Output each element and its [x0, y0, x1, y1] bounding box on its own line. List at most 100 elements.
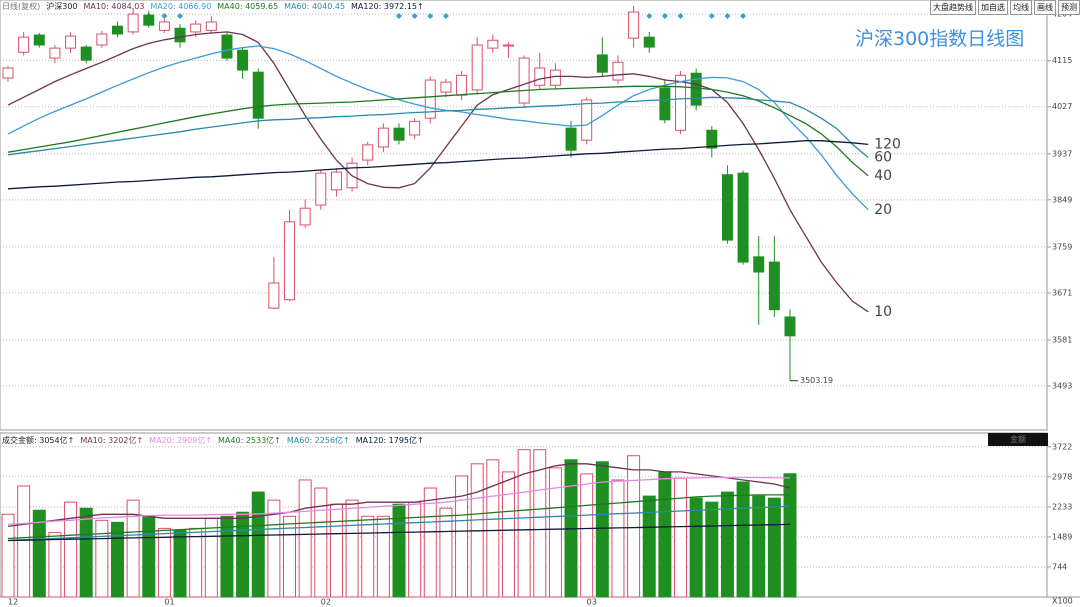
- signal-marker: [646, 13, 653, 19]
- chart-title: 沪深300指数日线图: [855, 28, 1025, 50]
- ma-line: [7, 463, 791, 528]
- ma-end-label: 120: [874, 136, 901, 152]
- candle-body: [471, 44, 483, 91]
- candle-body: [330, 171, 342, 191]
- volume-bar: [392, 503, 406, 598]
- signal-marker: [740, 13, 747, 19]
- price-legend: 日线(复权) 沪深300 MA10: 4084.03 MA20: 4066.90 M…: [2, 2, 424, 12]
- signal-marker: [396, 13, 402, 19]
- toolbar-button[interactable]: 加自选: [978, 0, 1008, 15]
- candle-body: [440, 81, 452, 93]
- legend-entry: MA10: 4084.03: [83, 2, 145, 11]
- toolbar-button[interactable]: 预测: [1058, 0, 1080, 15]
- volume-bar: [95, 519, 109, 598]
- scale-label: X100: [1052, 597, 1073, 606]
- volume-bar: [142, 515, 156, 598]
- ma-line: [7, 140, 869, 190]
- volume-bar: [345, 499, 359, 598]
- legend-entry: MA20: 4066.90: [150, 2, 212, 11]
- volume-bar: [17, 485, 31, 598]
- candle-body: [205, 21, 217, 31]
- candle-body: [721, 174, 733, 241]
- volume-bar: [455, 475, 469, 598]
- signal-marker: [427, 13, 434, 19]
- y-tick-label: 3759: [1052, 242, 1072, 251]
- signal-marker: [161, 13, 168, 19]
- volume-bar: [126, 499, 140, 598]
- volume-bar: [548, 467, 562, 598]
- volume-bar: [752, 495, 766, 598]
- ma-line: [7, 494, 791, 540]
- x-tick-label: 02: [321, 598, 331, 607]
- volume-mode-box[interactable]: 金额: [988, 433, 1048, 446]
- candle-body: [706, 129, 718, 149]
- y-tick-label: 4115: [1052, 56, 1072, 65]
- candle-body: [315, 172, 327, 206]
- ma-end-label: 10: [874, 304, 892, 320]
- legend-intro: 日线(复权): [2, 2, 41, 11]
- candle-body: [659, 87, 671, 121]
- ma-line: [7, 31, 869, 313]
- candle-body: [737, 172, 749, 263]
- candle-body: [549, 69, 561, 86]
- volume-bar: [236, 511, 250, 598]
- volume-bar: [220, 515, 234, 598]
- toolbar-button[interactable]: 均线: [1010, 0, 1032, 15]
- candle-body: [596, 54, 608, 73]
- candle-body: [174, 27, 186, 43]
- candle-body: [362, 144, 374, 161]
- candle-body: [581, 99, 593, 141]
- x-tick-label: 03: [587, 598, 597, 607]
- candle-body: [111, 25, 123, 35]
- volume-bar: [705, 501, 719, 598]
- volume-legend-title: 成交金额: 3054亿↑: [2, 436, 75, 445]
- toolbar-button[interactable]: 大盘趋势线: [930, 0, 976, 15]
- ma-line: [7, 85, 869, 177]
- y-tick-label: 2978: [1052, 472, 1072, 481]
- candle-body: [628, 11, 640, 39]
- volume-bar: [595, 461, 609, 598]
- candle-body: [268, 282, 280, 309]
- candle-body: [409, 120, 421, 136]
- volume-bar: [627, 455, 641, 598]
- candle-body: [221, 34, 233, 59]
- candle-body: [424, 79, 436, 119]
- legend-entry: MA60: 2256亿↑: [286, 436, 350, 445]
- candle-body: [80, 46, 92, 61]
- candle-body: [565, 127, 577, 151]
- candle-body: [377, 127, 389, 148]
- volume-bar: [173, 529, 187, 598]
- volume-bar: [361, 515, 375, 598]
- volume-bar: [110, 521, 124, 598]
- volume-bar: [486, 459, 500, 598]
- volume-bar: [658, 471, 672, 598]
- volume-bar: [517, 449, 531, 598]
- ma-end-label: 20: [874, 202, 892, 218]
- legend-symbol: 沪深300: [46, 2, 78, 11]
- y-tick-label: 3671: [1052, 288, 1072, 297]
- toolbar: 大盘趋势线 加自选 均线 画线 预测: [930, 0, 1080, 15]
- candle-body: [784, 316, 796, 337]
- y-tick-label: 1489: [1052, 532, 1072, 541]
- candle-body: [49, 47, 61, 59]
- volume-bar: [423, 487, 437, 598]
- candle-body: [18, 36, 30, 53]
- ma-line: [7, 476, 790, 526]
- candle-body: [158, 21, 170, 31]
- candle-body: [393, 127, 405, 141]
- candle-body: [2, 67, 14, 79]
- volume-bar: [32, 509, 46, 598]
- volume-bar: [783, 473, 797, 598]
- legend-entry: MA120: 3972.15↑: [351, 2, 424, 11]
- candle-body: [127, 13, 139, 33]
- ma-line: [7, 505, 791, 542]
- candle-body: [237, 49, 249, 71]
- toolbar-button[interactable]: 画线: [1034, 0, 1056, 15]
- candle-body: [612, 61, 624, 81]
- candle-body: [284, 221, 296, 301]
- x-tick-label: 01: [164, 598, 174, 607]
- volume-bar: [48, 531, 62, 598]
- volume-bar: [674, 477, 688, 598]
